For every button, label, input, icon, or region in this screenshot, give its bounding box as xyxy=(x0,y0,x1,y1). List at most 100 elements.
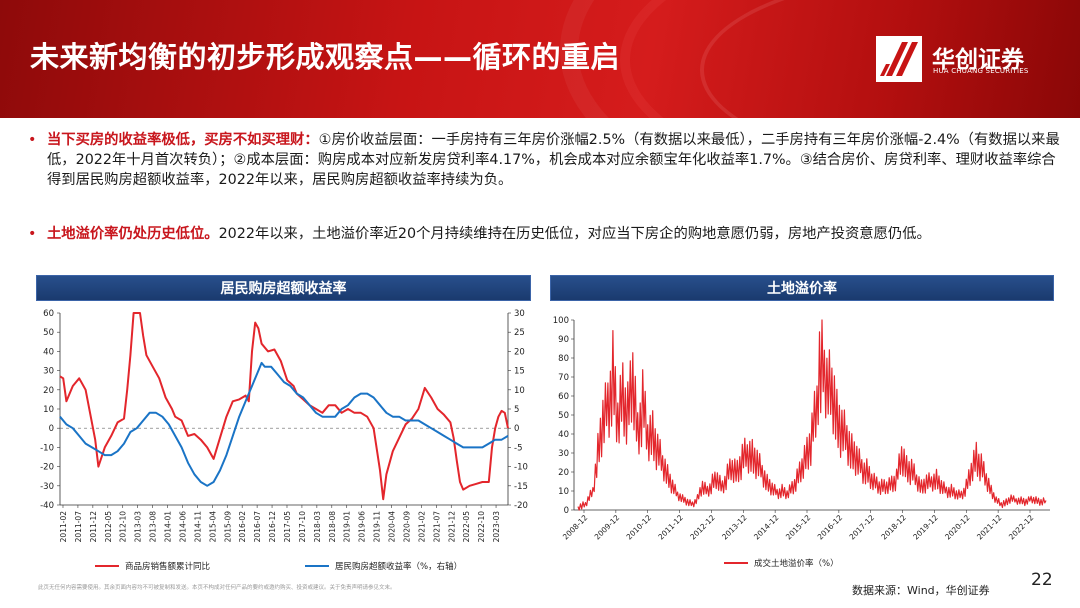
x-tick-label: 2014-12 xyxy=(752,513,781,542)
x-tick-label: 2011-12 xyxy=(656,513,685,542)
x-tick-label: 2012-12 xyxy=(688,513,717,542)
x-tick-label: 2011-12 xyxy=(89,511,98,543)
bullet-1-text: ①房价收益层面：一手房持有三年房价涨幅2.5%（有数据以来最低），二手房持有三年… xyxy=(47,132,1060,188)
x-tick-label: 2010-12 xyxy=(625,513,654,542)
x-tick-label: 2016-02 xyxy=(238,511,247,543)
x-tick-label: 2008-12 xyxy=(561,513,590,542)
left-y-tick-label: 20 xyxy=(43,386,54,396)
data-source: 数据来源：Wind，华创证券 xyxy=(852,584,990,597)
right-y-tick-label: 0 xyxy=(514,424,519,434)
x-tick-label: 2021-12 xyxy=(975,513,1004,542)
y-tick-label: 60 xyxy=(558,392,569,402)
x-tick-label: 2009-12 xyxy=(593,513,622,542)
y-tick-label: 10 xyxy=(558,487,569,497)
series-line-1 xyxy=(577,319,1047,511)
right-y-tick-label: -10 xyxy=(514,463,528,473)
right-y-tick-label: -20 xyxy=(514,501,528,511)
x-tick-label: 2013-03 xyxy=(134,511,143,543)
bullet-dot-icon: • xyxy=(28,132,37,148)
x-tick-label: 2016-12 xyxy=(816,513,845,542)
y-tick-label: 90 xyxy=(558,335,569,345)
x-tick-label: 2021-12 xyxy=(447,511,456,543)
x-tick-label: 2021-07 xyxy=(432,511,441,543)
x-tick-label: 2011-02 xyxy=(59,511,68,543)
x-tick-label: 2023-03 xyxy=(492,511,501,543)
legend-label-1: 商品房销售额累计同比 xyxy=(125,561,210,572)
right-y-tick-label: 10 xyxy=(514,386,525,396)
y-tick-label: 30 xyxy=(558,449,569,459)
x-tick-label: 2015-12 xyxy=(784,513,813,542)
right-y-tick-label: 30 xyxy=(514,309,525,319)
page-number: 22 xyxy=(1031,570,1053,590)
excess-return-chart: 6050403020100-10-20-30-40302520151050-5-… xyxy=(40,309,528,572)
y-tick-label: 0 xyxy=(564,506,569,516)
x-tick-label: 2011-07 xyxy=(74,511,83,543)
x-tick-label: 2016-12 xyxy=(268,511,277,543)
x-tick-label: 2013-08 xyxy=(149,511,158,543)
bullet-item-2: • 土地溢价率仍处历史低位。2022年以来，土地溢价率近20个月持续维持在历史低… xyxy=(28,224,1060,244)
left-y-tick-label: 10 xyxy=(43,405,54,415)
right-y-tick-label: 25 xyxy=(514,328,525,338)
bullet-1-highlight: 当下买房的收益率极低，买房不如买理财： xyxy=(47,132,319,148)
x-tick-label: 2013-12 xyxy=(720,513,749,542)
title-banner: 未来新均衡的初步形成观察点——循环的重启 华创证券 HUA CHUANG SEC… xyxy=(0,0,1080,118)
x-tick-label: 2017-10 xyxy=(298,511,307,543)
legend-label-2: 居民购房超额收益率（%，右轴） xyxy=(335,561,462,572)
bullet-dot-icon: • xyxy=(28,226,37,242)
x-tick-label: 2012-05 xyxy=(104,511,113,543)
disclaimer-text: 此页无任何内容需要使用。其余页面内容均不可被复制和发送。本页不构成对任何产品的要… xyxy=(38,585,396,591)
right-y-tick-label: -15 xyxy=(514,482,528,492)
x-tick-label: 2014-01 xyxy=(164,511,173,543)
y-tick-label: 70 xyxy=(558,373,569,383)
x-tick-label: 2012-10 xyxy=(119,511,128,543)
x-tick-label: 2018-08 xyxy=(328,511,337,543)
x-tick-label: 2018-03 xyxy=(313,511,322,543)
y-tick-label: 100 xyxy=(553,316,569,326)
company-logo-icon xyxy=(876,36,922,82)
x-tick-label: 2016-07 xyxy=(253,511,262,543)
x-tick-label: 2018-12 xyxy=(879,513,908,542)
logo-text-en: HUA CHUANG SECURITIES xyxy=(933,67,1029,75)
bullet-2-text: 2022年以来，土地溢价率近20个月持续维持在历史低位，对应当下房企的购地意愿仍… xyxy=(218,226,931,242)
left-y-tick-label: -20 xyxy=(40,463,54,473)
left-chart-header: 居民购房超额收益率 xyxy=(36,275,531,301)
left-y-tick-label: 30 xyxy=(43,367,54,377)
right-y-tick-label: -5 xyxy=(514,443,522,453)
x-tick-label: 2014-11 xyxy=(193,511,202,543)
left-y-tick-label: 40 xyxy=(43,347,54,357)
series-line-1 xyxy=(59,312,509,501)
bullet-item-1: • 当下买房的收益率极低，买房不如买理财：①房价收益层面：一手房持有三年房价涨幅… xyxy=(28,130,1060,190)
right-y-tick-label: 15 xyxy=(514,367,525,377)
x-tick-label: 2015-09 xyxy=(223,511,232,543)
x-tick-label: 2022-12 xyxy=(1007,513,1036,542)
x-tick-label: 2020-04 xyxy=(388,511,397,543)
left-y-tick-label: -30 xyxy=(40,482,54,492)
x-tick-label: 2020-12 xyxy=(943,513,972,542)
y-tick-label: 50 xyxy=(558,411,569,421)
x-tick-label: 2014-06 xyxy=(178,511,187,543)
right-y-tick-label: 5 xyxy=(514,405,519,415)
x-tick-label: 2020-09 xyxy=(402,511,411,543)
legend-label-1: 成交土地溢价率（%） xyxy=(754,558,839,569)
left-y-tick-label: 0 xyxy=(49,424,54,434)
x-tick-label: 2022-05 xyxy=(462,511,471,543)
left-y-tick-label: -40 xyxy=(40,501,54,511)
x-tick-label: 2019-06 xyxy=(358,511,367,543)
x-tick-label: 2017-05 xyxy=(283,511,292,543)
x-tick-label: 2015-04 xyxy=(208,511,217,543)
y-tick-label: 40 xyxy=(558,430,569,440)
x-tick-label: 2017-12 xyxy=(848,513,877,542)
bullet-2-highlight: 土地溢价率仍处历史低位。 xyxy=(47,226,219,242)
series-line-2 xyxy=(59,361,509,487)
x-tick-label: 2021-02 xyxy=(417,511,426,543)
y-tick-label: 80 xyxy=(558,354,569,364)
right-chart-header: 土地溢价率 xyxy=(550,275,1054,301)
page-title: 未来新均衡的初步形成观察点——循环的重启 xyxy=(30,40,621,74)
left-y-tick-label: 60 xyxy=(43,309,54,319)
x-tick-label: 2019-01 xyxy=(343,511,352,543)
x-tick-label: 2019-12 xyxy=(911,513,940,542)
left-y-tick-label: 50 xyxy=(43,328,54,338)
y-tick-label: 20 xyxy=(558,468,569,478)
